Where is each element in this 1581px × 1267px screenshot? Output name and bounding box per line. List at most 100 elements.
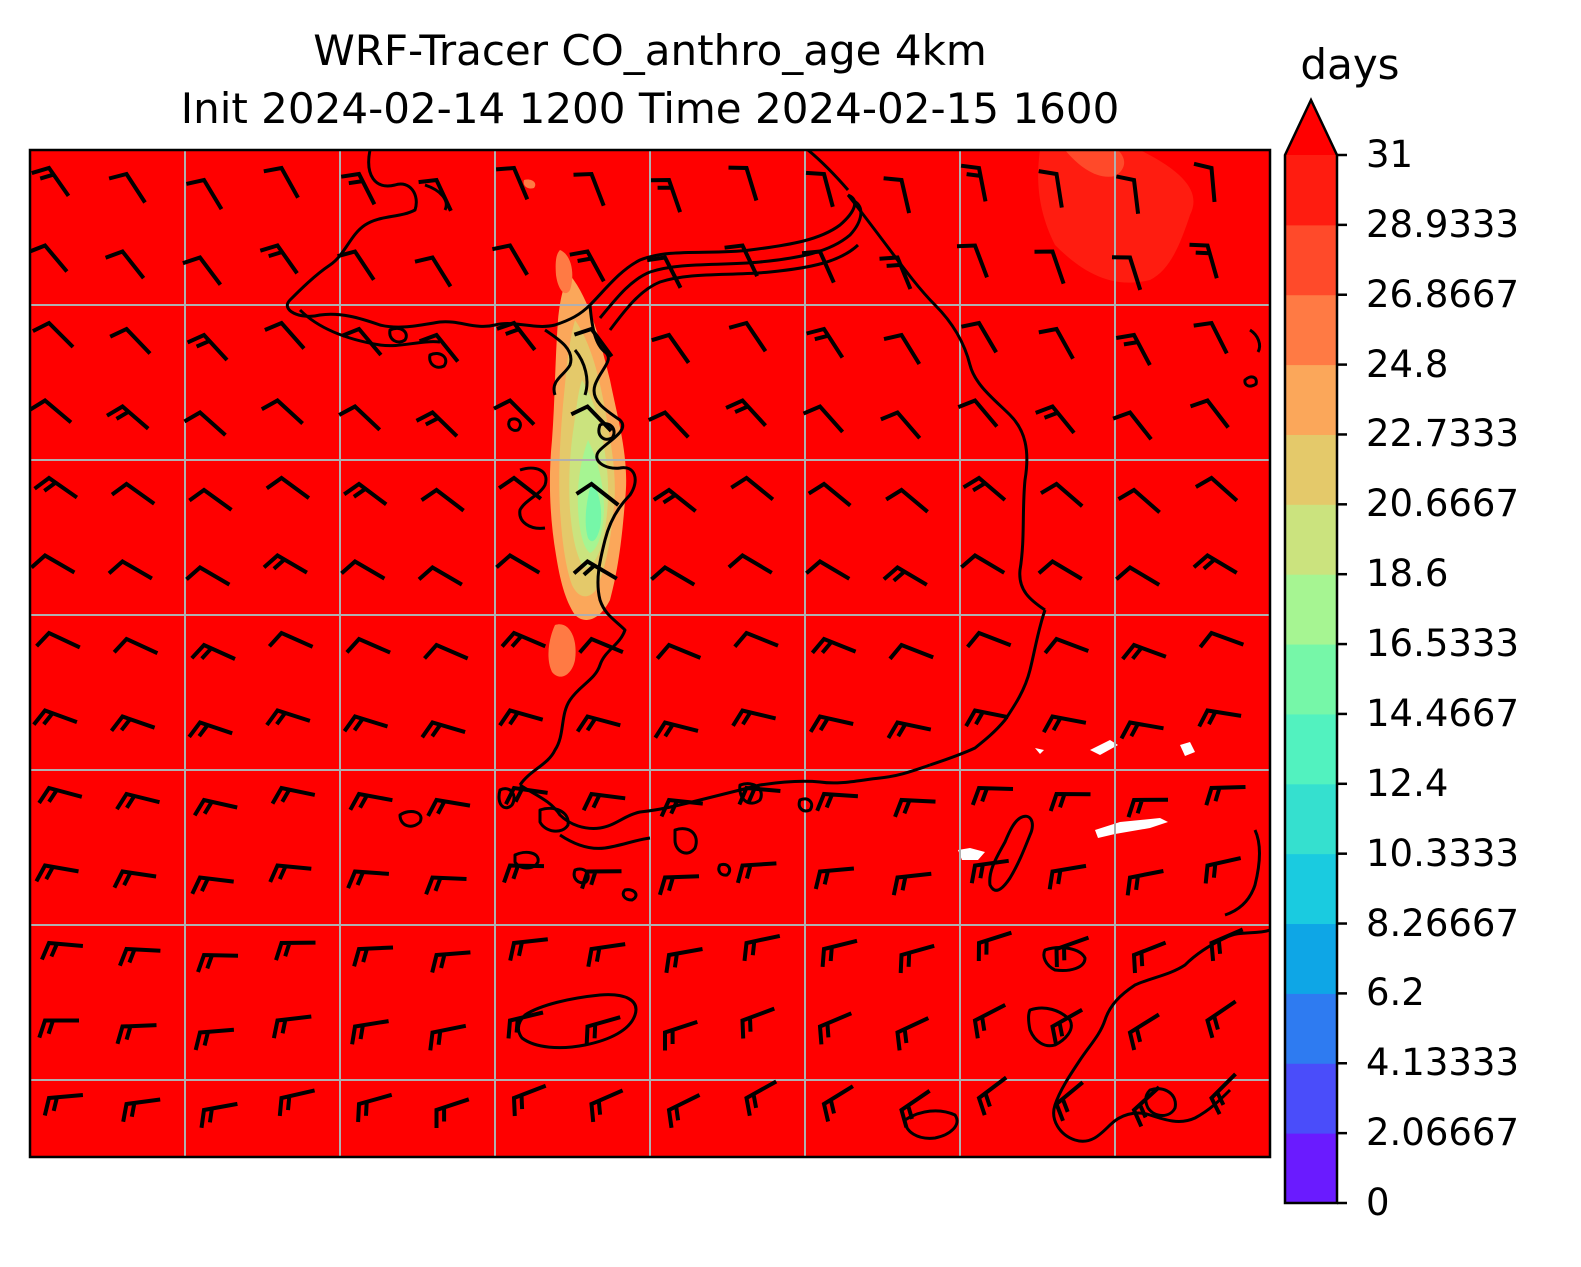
wind-barb xyxy=(659,797,704,818)
wind-barb xyxy=(883,332,922,366)
wind-barb xyxy=(434,1097,470,1128)
colorbar-band xyxy=(1285,1133,1337,1204)
wind-barb xyxy=(196,952,239,973)
wind-barb xyxy=(1037,559,1083,581)
wind-barb xyxy=(1112,410,1153,441)
wind-barb xyxy=(502,863,545,884)
wind-barb xyxy=(340,171,377,206)
colorbar-band xyxy=(1285,364,1337,435)
wind-barb xyxy=(580,869,622,890)
wind-barb xyxy=(664,947,703,974)
wind-barb xyxy=(735,861,777,884)
wind-barb xyxy=(650,565,696,587)
wind-barb xyxy=(972,1003,1007,1039)
wind-barb xyxy=(112,636,159,656)
wind-barb xyxy=(960,553,1006,575)
wind-barb xyxy=(1050,1007,1084,1045)
wind-barb xyxy=(37,1018,79,1039)
wind-barb xyxy=(417,565,463,587)
wind-barb xyxy=(802,404,845,434)
wind-barb xyxy=(33,475,79,500)
wind-barb xyxy=(1054,935,1090,968)
wind-barb xyxy=(414,255,453,288)
wind-barb xyxy=(725,398,767,427)
wind-barb xyxy=(1111,255,1143,291)
colorbar-tick-label: 24.8 xyxy=(1366,342,1449,386)
wind-barb xyxy=(740,1006,776,1039)
wind-barb xyxy=(976,1075,1008,1116)
wind-barb xyxy=(1038,326,1075,360)
wind-barb xyxy=(1054,1080,1084,1122)
wind-barb xyxy=(34,863,79,883)
wind-barb xyxy=(193,1027,235,1051)
wind-barb xyxy=(742,933,781,962)
wind-barb xyxy=(1209,927,1244,962)
field-patch-northeast-inner xyxy=(1065,150,1125,177)
colorbar-tick-label: 6.2 xyxy=(1366,971,1425,1015)
colorbar-band xyxy=(1285,713,1337,785)
wind-barb xyxy=(428,1023,467,1051)
wind-barb xyxy=(737,785,781,806)
wind-barb xyxy=(1043,636,1090,655)
wind-barb xyxy=(815,791,859,812)
wind-barb xyxy=(343,481,388,506)
wind-barb xyxy=(806,326,845,359)
wind-barb xyxy=(807,481,852,508)
wind-barb xyxy=(970,785,1014,806)
wind-barb xyxy=(1117,487,1161,514)
wind-barb xyxy=(35,630,81,650)
wind-barb xyxy=(572,559,618,581)
wind-barb xyxy=(657,874,700,896)
wind-barb xyxy=(342,714,389,733)
wind-barb xyxy=(341,326,383,357)
wind-barb xyxy=(956,243,989,279)
wind-barb xyxy=(262,553,308,575)
colorbar-band xyxy=(1285,853,1337,925)
wind-barb xyxy=(498,708,544,727)
wind-barb xyxy=(32,708,78,726)
wind-barb xyxy=(586,942,626,968)
wind-barb xyxy=(813,866,855,890)
wind-barb xyxy=(185,177,224,211)
wind-barb xyxy=(260,398,304,425)
colorbar-tick-label: 10.3333 xyxy=(1366,831,1520,875)
wind-barb xyxy=(109,326,152,355)
colorbar-tick-label: 22.7333 xyxy=(1366,412,1520,456)
wind-barb xyxy=(1038,169,1064,208)
wind-barb xyxy=(964,708,1009,728)
wind-barb xyxy=(891,871,932,896)
colorbar-band xyxy=(1285,783,1337,855)
wind-barb xyxy=(338,404,382,432)
coastlines xyxy=(286,150,1270,1143)
wind-barb xyxy=(728,320,768,353)
wind-barb xyxy=(105,404,150,431)
wind-barb xyxy=(504,785,548,805)
wind-barb xyxy=(1115,565,1161,587)
colorbar-tick-label: 20.6667 xyxy=(1366,482,1520,526)
wind-barb xyxy=(650,177,682,213)
colorbar xyxy=(1283,97,1347,1205)
wind-barb xyxy=(110,481,156,506)
wind-barb xyxy=(731,708,777,727)
wind-barb xyxy=(898,943,935,974)
colorbar-tick-label: 2.06667 xyxy=(1366,1111,1520,1155)
plume-south-patch xyxy=(548,624,576,677)
wind-barb xyxy=(1131,940,1167,974)
wind-barb xyxy=(30,398,73,424)
wind-barb xyxy=(415,410,459,438)
wind-barb xyxy=(728,165,759,202)
wind-barb xyxy=(1193,320,1229,355)
colorbar-tick-label: 12.4 xyxy=(1366,761,1449,805)
wind-barb xyxy=(426,797,471,817)
wind-barb xyxy=(497,475,543,501)
colorbar-band xyxy=(1285,1063,1337,1134)
wind-barb xyxy=(1203,856,1242,884)
wind-barb xyxy=(1048,791,1091,812)
wind-barb xyxy=(500,630,547,649)
wind-barb xyxy=(573,326,614,358)
wind-barb xyxy=(1193,161,1217,203)
wind-barb xyxy=(646,255,683,289)
wind-barb xyxy=(346,869,390,889)
wind-barb xyxy=(263,165,300,199)
